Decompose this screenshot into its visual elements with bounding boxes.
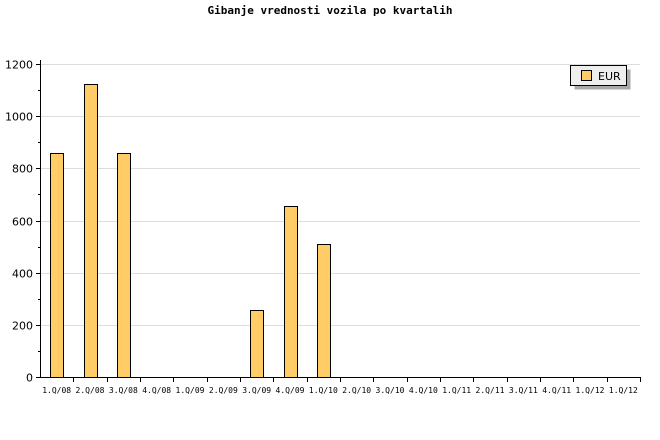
bar <box>84 84 98 378</box>
legend-label: EUR <box>598 70 621 83</box>
bar <box>50 153 64 378</box>
y-tick-label: 400 <box>12 268 33 281</box>
x-tick-label: 3.Q/08 <box>109 386 138 395</box>
x-tick-label: 4.Q/11 <box>542 386 571 395</box>
legend: EUR <box>570 65 631 90</box>
x-tick-label: 4.Q/09 <box>276 386 305 395</box>
x-tick-label: 2.Q/10 <box>342 386 371 395</box>
y-tick-label: 1000 <box>5 111 33 124</box>
y-tick-label: 200 <box>12 320 33 333</box>
x-tick-label: 2.Q/09 <box>209 386 238 395</box>
bar <box>250 310 264 378</box>
x-tick-label: 3.Q/09 <box>242 386 271 395</box>
bar <box>284 206 298 378</box>
bar <box>317 244 331 378</box>
x-tick-label: 1.Q/11 <box>442 386 471 395</box>
x-tick-label: 2.Q/08 <box>76 386 105 395</box>
x-tick-label: 2.Q/11 <box>476 386 505 395</box>
y-tick-label: 1200 <box>5 59 33 72</box>
x-tick-label: 1.Q/10 <box>309 386 338 395</box>
x-tick-label: 3.Q/10 <box>376 386 405 395</box>
x-tick-label: 1.Q/08 <box>42 386 71 395</box>
x-tick-label: 1.Q/12 <box>609 386 638 395</box>
x-tick-label: 1.Q/09 <box>176 386 205 395</box>
x-tick-label: 3.Q/11 <box>509 386 538 395</box>
y-tick-label: 600 <box>12 216 33 229</box>
y-tick-label: 800 <box>12 163 33 176</box>
chart-title: Gibanje vrednosti vozila po kvartalih <box>207 4 453 17</box>
legend-swatch <box>581 70 592 81</box>
x-tick-label: 4.Q/10 <box>409 386 438 395</box>
bar <box>117 153 131 378</box>
x-tick-label: 1.Q/12 <box>576 386 605 395</box>
y-tick-label: 0 <box>26 372 33 385</box>
x-tick-label: 4.Q/08 <box>142 386 171 395</box>
